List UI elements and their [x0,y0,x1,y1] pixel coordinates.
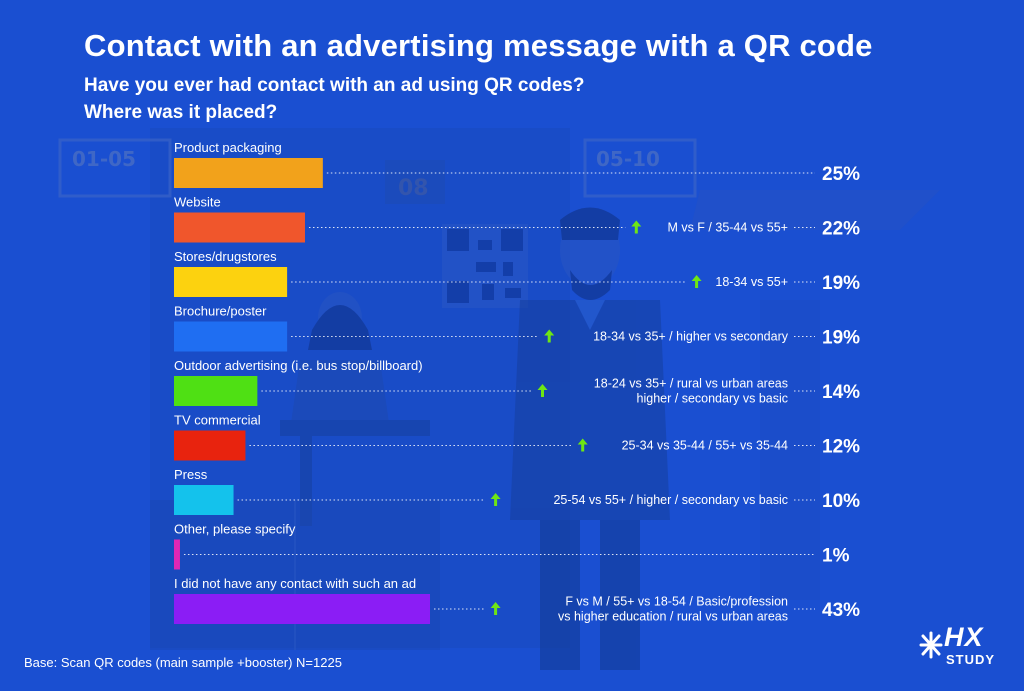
up-arrow-icon [691,275,702,288]
significance-note: higher / secondary vs basic [637,392,788,406]
board-sign-right [583,138,697,198]
qr-code-icon [442,224,528,308]
up-arrow-icon [577,438,588,452]
board-sign-right-text: 05-10 [596,147,660,171]
value-label: 12% [822,437,860,458]
value-label: 10% [822,491,860,512]
bar [174,212,305,243]
bar [174,158,323,188]
significance-note: vs higher education / rural vs urban are… [558,610,788,624]
board-sign-left [58,138,172,198]
value-label: 1% [822,546,850,567]
value-label: 25% [822,164,860,185]
logo-burst-icon [919,631,943,659]
bar [174,594,430,624]
significance-note: F vs M / 55+ vs 18-54 / Basic/profession [565,595,788,609]
value-label: 19% [822,328,860,349]
subtitle-line-2: Where was it placed? [84,102,278,123]
subtitle-line-1: Have you ever had contact with an ad usi… [84,75,585,96]
up-arrow-icon [490,602,501,615]
category-label: Press [174,467,208,482]
board-sign-left-text: 01-05 [72,147,136,171]
bar [174,485,234,515]
bar [174,430,246,461]
base-note: Base: Scan QR codes (main sample +booste… [24,655,342,670]
significance-note: 25-54 vs 55+ / higher / secondary vs bas… [553,493,788,507]
hx-study-logo: HX STUDY [918,622,1000,678]
category-label: Brochure/poster [174,304,267,319]
up-arrow-icon [490,493,501,506]
category-label: Product packaging [174,140,282,155]
significance-note: M vs F / 35-44 vs 55+ [667,221,788,235]
category-label: TV commercial [174,413,261,428]
value-label: 43% [822,600,860,621]
board-number: 08 [398,176,429,201]
up-arrow-icon [537,384,548,397]
category-label: Outdoor advertising (i.e. bus stop/billb… [174,358,423,373]
category-label: I did not have any contact with such an … [174,576,416,591]
bar [174,321,288,352]
significance-note: 25-34 vs 35-44 / 55+ vs 35-44 [622,439,788,453]
bar [174,539,180,570]
up-arrow-icon [544,329,555,343]
presenter-illustration [510,207,670,670]
chart-title: Contact with an advertising message with… [84,28,873,63]
value-label: 19% [822,273,860,294]
chart-subtitle: Have you ever had contact with an ad usi… [84,72,584,126]
up-arrow-icon [631,220,642,234]
logo-brand-text: HX [944,622,984,652]
woman-illustration [280,292,430,526]
category-label: Other, please specify [174,522,296,537]
significance-note: 18-34 vs 55+ [715,275,788,289]
value-label: 22% [822,219,860,240]
logo-sub-text: STUDY [946,652,996,667]
bar [174,267,288,297]
bar [174,376,258,406]
category-label: Stores/drugstores [174,249,277,264]
significance-note: 18-24 vs 35+ / rural vs urban areas [594,377,788,391]
significance-note: 18-34 vs 35+ / higher vs secondary [593,330,789,344]
value-label: 14% [822,382,860,403]
category-label: Website [174,195,221,210]
